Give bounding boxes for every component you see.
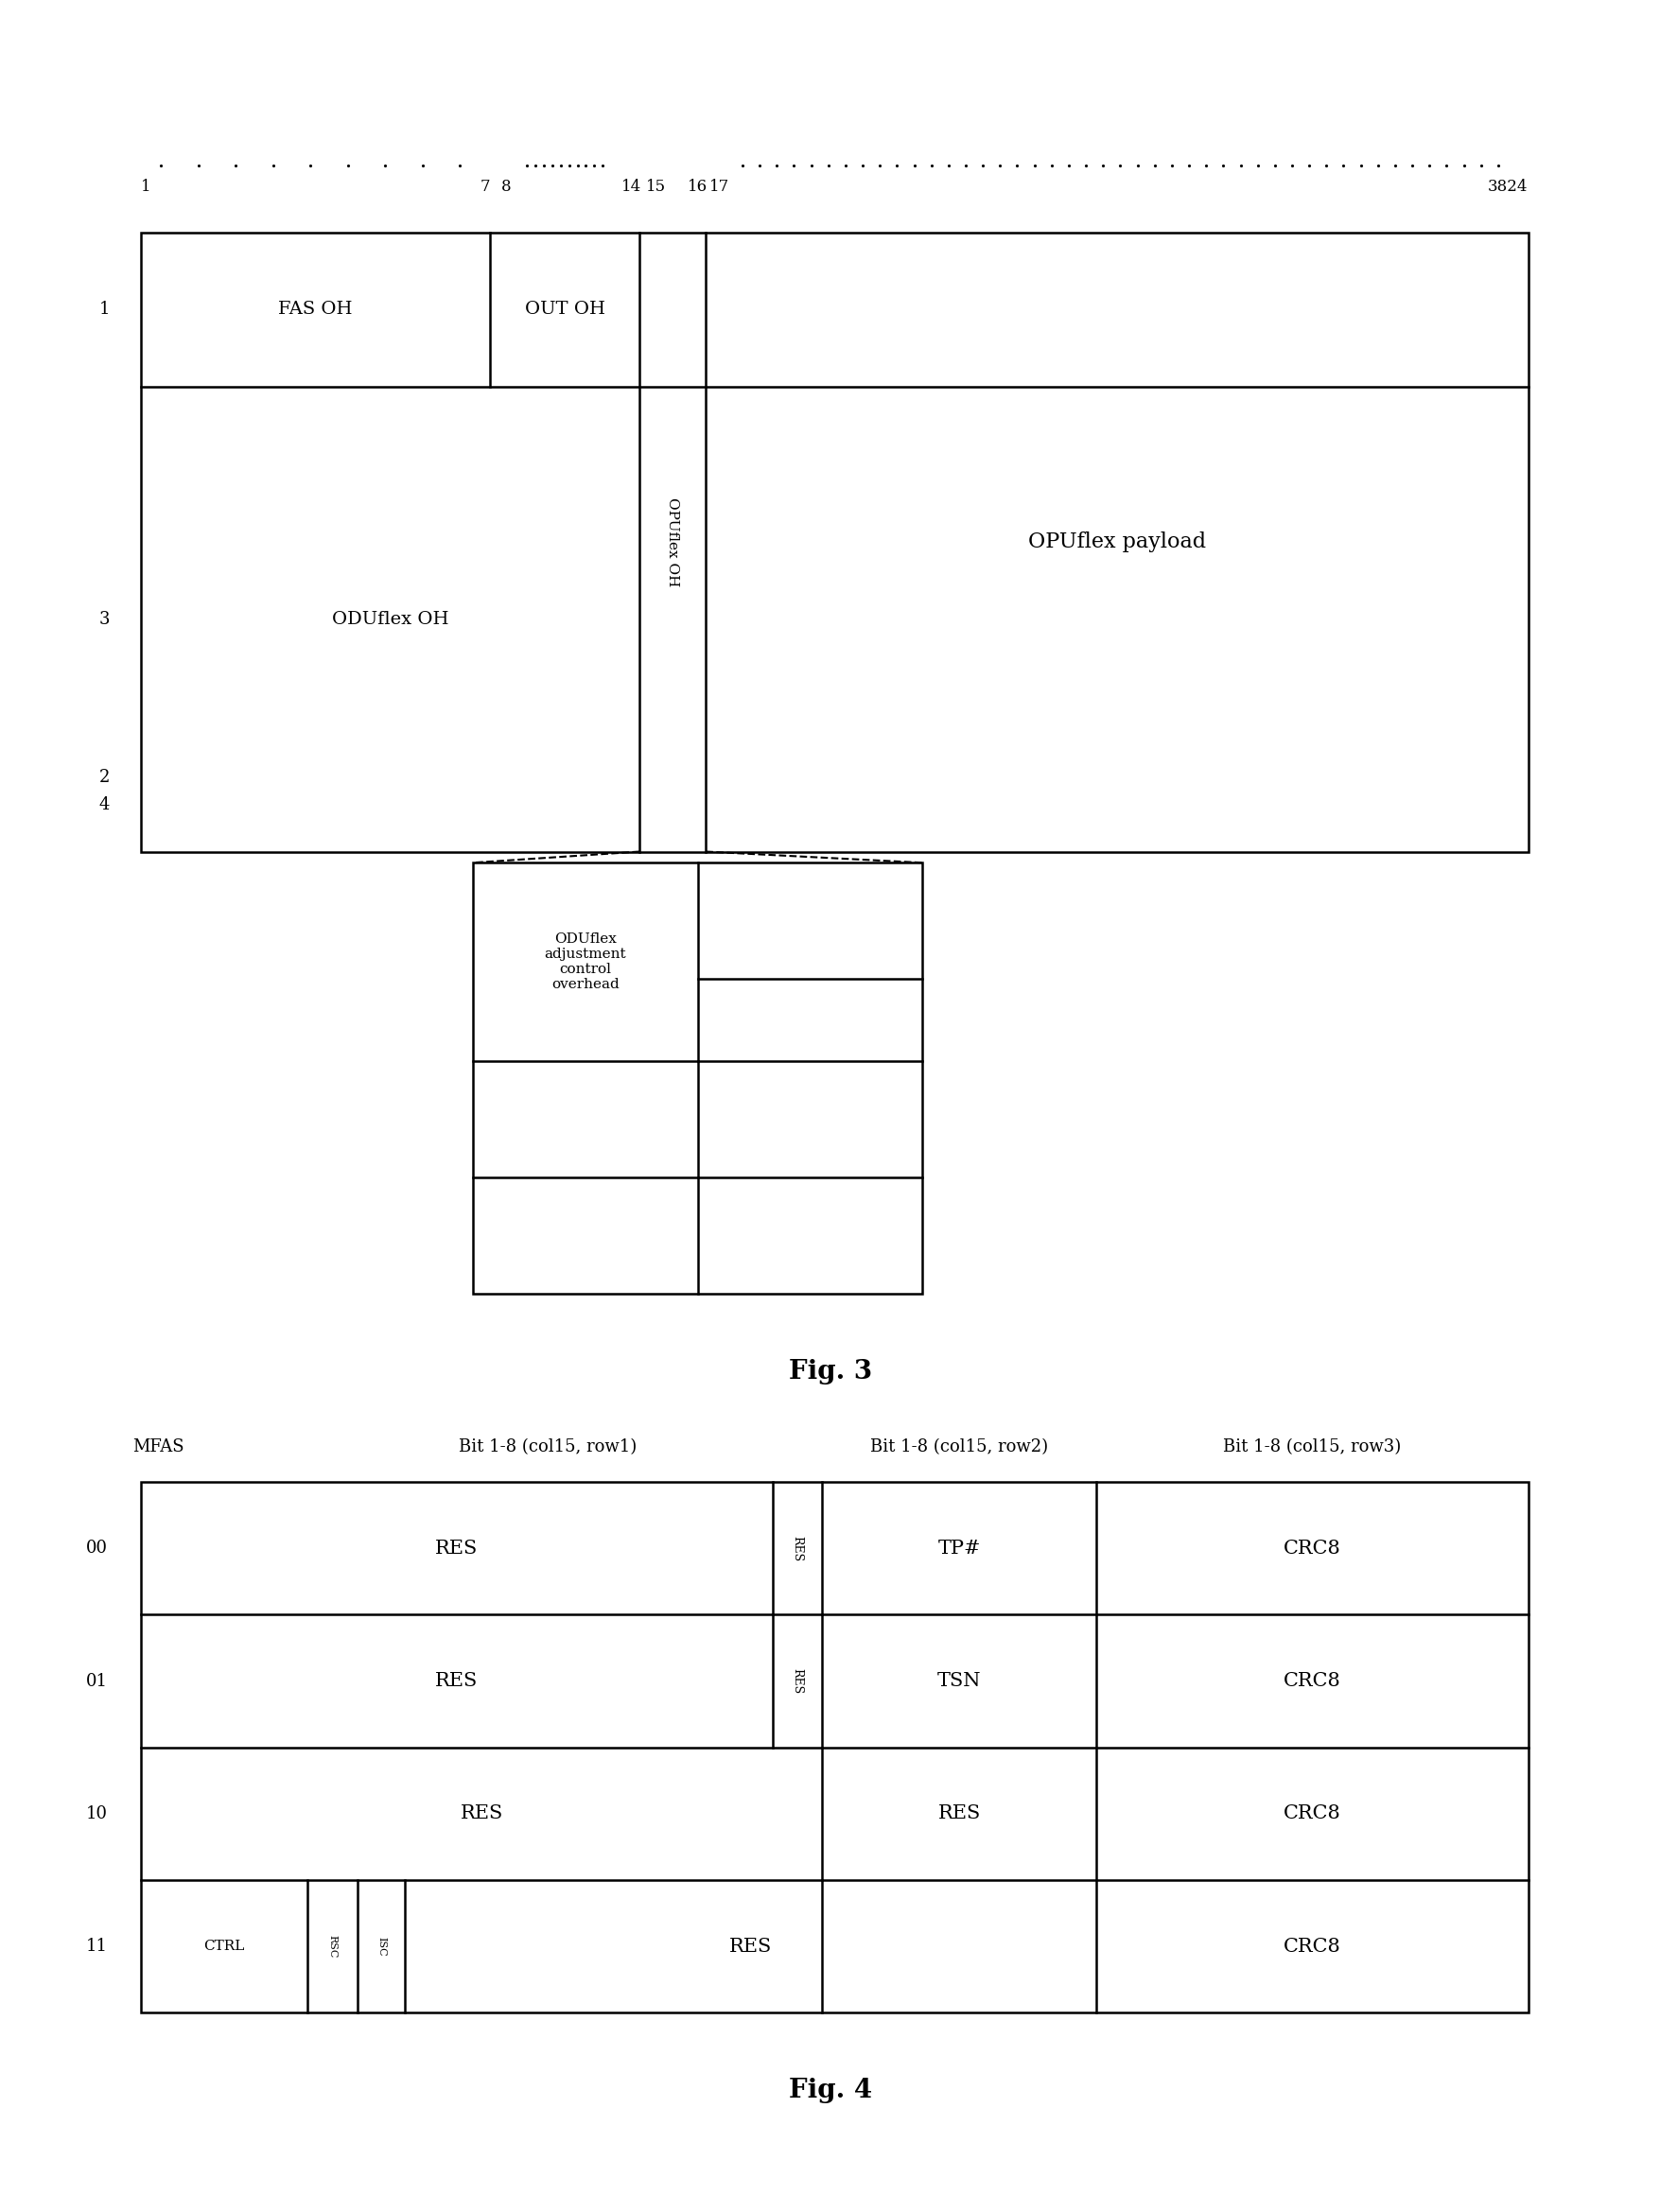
Text: 16: 16 (687, 179, 707, 195)
Text: CRC8: CRC8 (1283, 1805, 1340, 1823)
Text: 10: 10 (86, 1805, 108, 1823)
Text: 01: 01 (86, 1672, 108, 1690)
Text: 4: 4 (100, 796, 110, 814)
Text: 17: 17 (709, 179, 729, 195)
Text: RES: RES (435, 1540, 478, 1557)
Text: 7: 7 (480, 179, 490, 195)
Text: 15: 15 (646, 179, 666, 195)
Text: OUT OH: OUT OH (525, 301, 604, 319)
Text: ODUflex OH: ODUflex OH (332, 611, 448, 628)
Text: 3824: 3824 (1487, 179, 1527, 195)
Text: RES: RES (790, 1535, 803, 1562)
Text: Bit 1-8 (col15, row3): Bit 1-8 (col15, row3) (1222, 1438, 1401, 1455)
Bar (473, 863, 921, 1294)
Text: RES: RES (435, 1672, 478, 1690)
Text: 1: 1 (141, 179, 151, 195)
Text: CRC8: CRC8 (1283, 1540, 1340, 1557)
Text: 14: 14 (621, 179, 641, 195)
Text: MFAS: MFAS (133, 1438, 184, 1455)
Bar (141, 1482, 1527, 2013)
Text: 1: 1 (100, 301, 110, 319)
Text: 11: 11 (86, 1938, 108, 1955)
Text: Fig. 4: Fig. 4 (788, 2077, 872, 2104)
Text: RES: RES (790, 1668, 803, 1694)
Text: 00: 00 (86, 1540, 108, 1557)
Text: 3: 3 (100, 611, 110, 628)
Text: 8: 8 (501, 179, 511, 195)
Text: TP#: TP# (938, 1540, 979, 1557)
Text: Bit 1-8 (col15, row2): Bit 1-8 (col15, row2) (870, 1438, 1047, 1455)
Text: OPUflex OH: OPUflex OH (666, 498, 679, 586)
Text: RSC: RSC (327, 1936, 337, 1958)
Text: RES: RES (938, 1805, 979, 1823)
Text: CRC8: CRC8 (1283, 1672, 1340, 1690)
Bar (141, 232, 1527, 852)
Text: TSN: TSN (936, 1672, 981, 1690)
Text: FAS OH: FAS OH (279, 301, 352, 319)
Text: Bit 1-8 (col15, row1): Bit 1-8 (col15, row1) (458, 1438, 637, 1455)
Text: 2: 2 (100, 770, 110, 785)
Text: RES: RES (729, 1938, 772, 1955)
Text: CTRL: CTRL (204, 1940, 244, 1953)
Text: ISC: ISC (377, 1938, 385, 1955)
Text: OPUflex payload: OPUflex payload (1028, 531, 1205, 553)
Text: RES: RES (460, 1805, 503, 1823)
Text: CRC8: CRC8 (1283, 1938, 1340, 1955)
Text: ODUflex
adjustment
control
overhead: ODUflex adjustment control overhead (544, 931, 626, 991)
Text: Fig. 3: Fig. 3 (788, 1358, 872, 1385)
